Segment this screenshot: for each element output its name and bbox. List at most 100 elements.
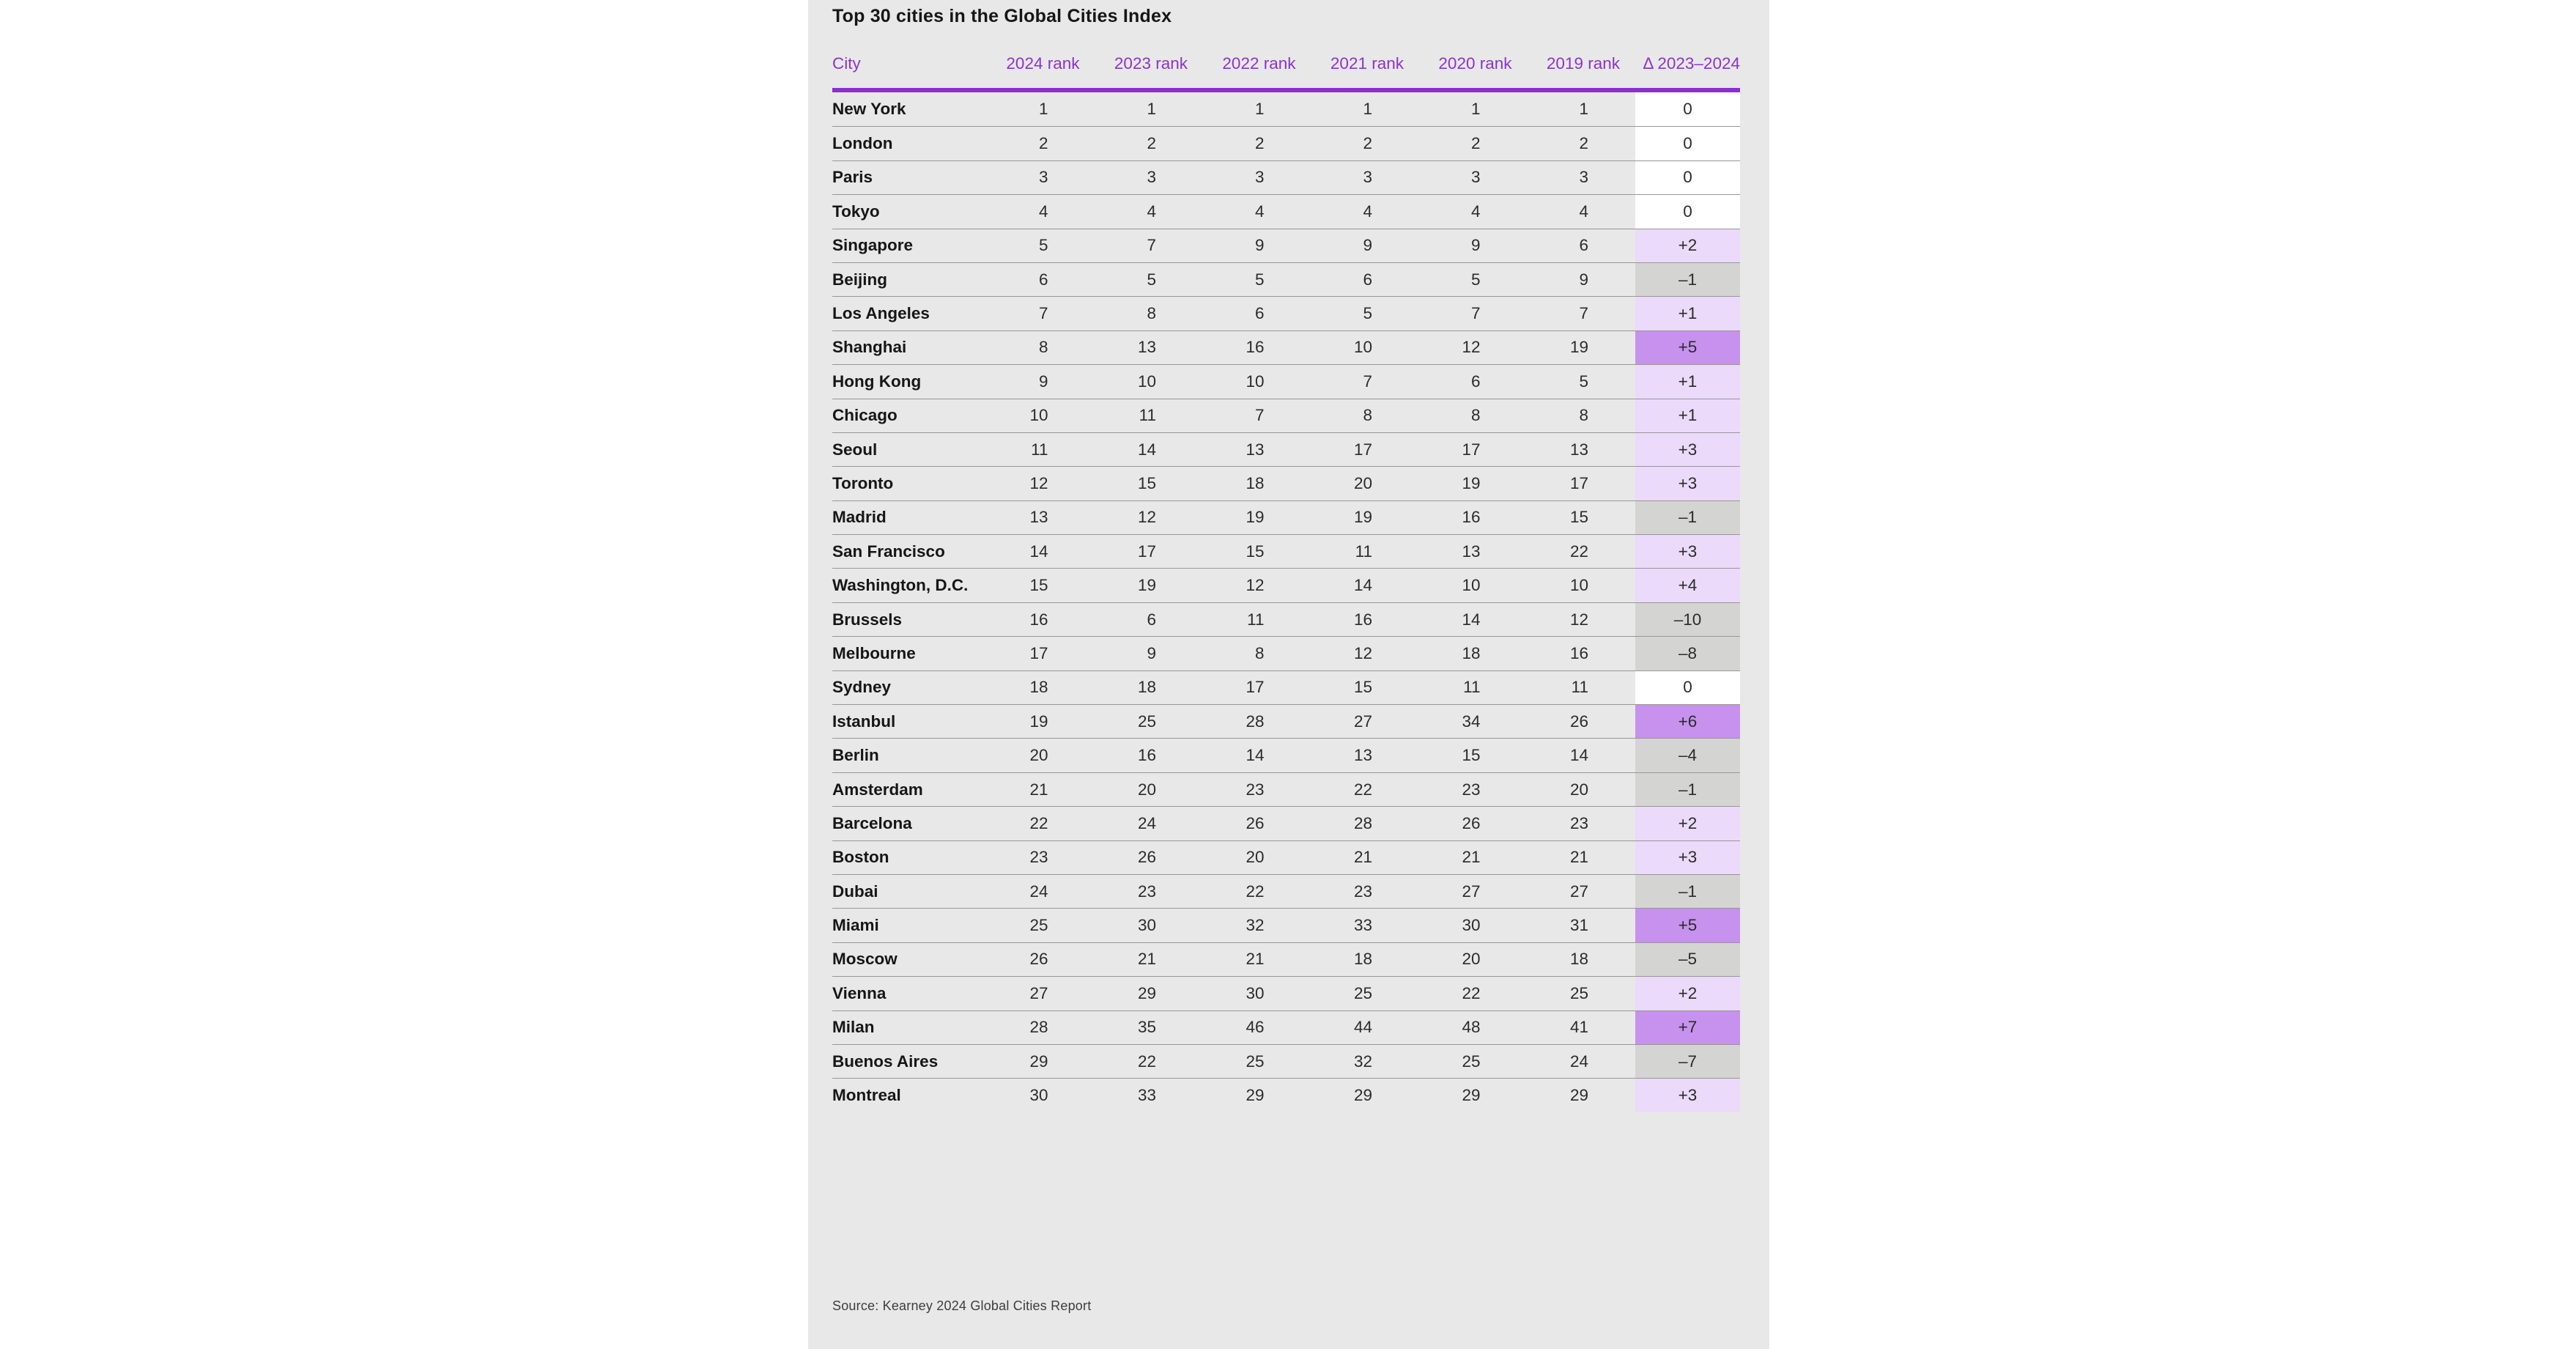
rank-cell: 8 <box>1038 338 1048 357</box>
table-rows: New York 1 1 1 1 1 1 0 London 2 2 2 2 2 2 0 Paris 3 3 3 3 3 3 0… <box>832 92 1740 1112</box>
table-row: Istanbul 19 25 28 27 34 26 +6 <box>832 704 1740 739</box>
city-cell: Hong Kong <box>832 372 922 391</box>
rank-cell: 16 <box>1462 508 1481 527</box>
row-gap <box>1620 773 1635 806</box>
rank-cell: 8 <box>1579 406 1588 425</box>
city-cell: Milan <box>832 1018 875 1037</box>
rank-cell: 3 <box>1147 168 1156 187</box>
row-gap <box>1620 365 1635 398</box>
row-gap <box>1620 92 1635 126</box>
delta-cell: +6 <box>1635 705 1740 739</box>
row-gap <box>1620 1045 1635 1078</box>
rank-cell: 10 <box>1569 576 1588 595</box>
rank-cell: 8 <box>1363 406 1372 425</box>
rank-cell: 3 <box>1254 168 1265 187</box>
rank-cell: 23 <box>1462 780 1481 799</box>
rank-cell: 21 <box>1353 848 1372 867</box>
rank-cell: 15 <box>1353 678 1372 697</box>
delta-cell: –8 <box>1635 637 1740 670</box>
rank-cell: 19 <box>1569 338 1588 357</box>
rank-cell: 14 <box>1353 576 1372 595</box>
rank-cell: 18 <box>1246 473 1265 492</box>
delta-cell: 0 <box>1635 92 1740 127</box>
rank-cell: 10 <box>1246 372 1265 391</box>
delta-cell: –10 <box>1635 602 1740 637</box>
rank-cell: 22 <box>1246 882 1265 901</box>
table-row: Beijing 6 5 5 6 5 9 –1 <box>832 262 1740 297</box>
rank-cell: 16 <box>1029 610 1048 629</box>
table-row: London 2 2 2 2 2 2 0 <box>832 126 1740 160</box>
rank-cell: 28 <box>1353 813 1372 832</box>
row-gap <box>1620 637 1635 670</box>
rank-cell: 3 <box>1038 168 1048 187</box>
row-gap <box>1620 1079 1635 1112</box>
row-gap <box>1620 977 1635 1010</box>
rank-cell: 35 <box>1137 1018 1156 1037</box>
rank-cell: 17 <box>1246 678 1265 697</box>
column-header-rank: 2019 rank <box>1546 54 1620 73</box>
rank-cell: 32 <box>1353 1052 1372 1071</box>
rank-cell: 30 <box>1462 916 1481 935</box>
row-gap <box>1620 331 1635 364</box>
column-header-rank: 2022 rank <box>1222 54 1296 73</box>
rank-cell: 33 <box>1353 916 1372 935</box>
table-title: Top 30 cities in the Global Cities Index <box>832 6 1172 26</box>
rank-cell: 20 <box>1462 950 1481 969</box>
rank-cell: 1 <box>1579 100 1588 119</box>
rank-cell: 9 <box>1147 643 1156 662</box>
delta-cell: 0 <box>1635 160 1740 195</box>
rank-cell: 21 <box>1462 848 1481 867</box>
rank-cell: 8 <box>1147 304 1156 323</box>
rank-cell: 5 <box>1363 304 1372 323</box>
city-cell: Istanbul <box>832 712 896 731</box>
rank-cell: 26 <box>1462 813 1481 832</box>
table-row: San Francisco 14 17 15 11 13 22 +3 <box>832 534 1740 569</box>
table-row: Dubai 24 23 22 23 27 27 –1 <box>832 873 1740 909</box>
delta-cell: +2 <box>1635 807 1740 840</box>
city-cell: Shanghai <box>832 338 907 357</box>
city-cell: Moscow <box>832 950 897 969</box>
city-cell: Washington, D.C. <box>832 576 969 595</box>
table-row: Chicago 10 11 7 8 8 8 +1 <box>832 398 1740 432</box>
rank-cell: 20 <box>1569 780 1588 799</box>
city-cell: Boston <box>832 848 889 867</box>
delta-cell: +3 <box>1635 467 1740 500</box>
delta-cell: +3 <box>1635 535 1740 569</box>
rank-cell: 3 <box>1579 168 1588 187</box>
rank-cell: 2 <box>1254 134 1265 153</box>
rank-cell: 19 <box>1462 473 1481 492</box>
rank-cell: 15 <box>1029 576 1048 595</box>
table-row: Barcelona 22 24 26 28 26 23 +2 <box>832 806 1740 840</box>
rank-cell: 27 <box>1462 882 1481 901</box>
table-row: Singapore 5 7 9 9 9 6 +2 <box>832 228 1740 262</box>
table-row: Buenos Aires 29 22 25 32 25 24 –7 <box>832 1043 1740 1079</box>
row-gap <box>1620 535 1635 568</box>
rank-cell: 15 <box>1569 508 1588 527</box>
rank-cell: 4 <box>1038 202 1048 221</box>
column-header-rank: 2021 rank <box>1330 54 1404 73</box>
rank-cell: 29 <box>1462 1086 1481 1105</box>
rank-cell: 8 <box>1470 406 1481 425</box>
row-gap <box>1620 909 1635 942</box>
delta-cell: –1 <box>1635 772 1740 807</box>
rank-cell: 20 <box>1029 746 1048 765</box>
rank-cell: 23 <box>1246 780 1265 799</box>
table-row: Tokyo 4 4 4 4 4 4 0 <box>832 194 1740 229</box>
rank-cell: 6 <box>1038 270 1048 289</box>
city-cell: Berlin <box>832 746 879 765</box>
rank-cell: 18 <box>1137 678 1156 697</box>
city-cell: Vienna <box>832 983 887 1002</box>
rank-cell: 18 <box>1029 678 1048 697</box>
rank-cell: 2 <box>1147 134 1156 153</box>
rank-cell: 18 <box>1353 950 1372 969</box>
rank-cell: 16 <box>1353 610 1372 629</box>
city-cell: Seoul <box>832 440 878 459</box>
rank-cell: 7 <box>1254 406 1265 425</box>
rank-cell: 1 <box>1147 100 1156 119</box>
rank-cell: 16 <box>1246 338 1265 357</box>
column-header-rank: 2020 rank <box>1438 54 1512 73</box>
row-gap <box>1620 569 1635 602</box>
table-row: Madrid 13 12 19 19 16 15 –1 <box>832 500 1740 535</box>
rank-cell: 12 <box>1353 643 1372 662</box>
source-note: Source: Kearney 2024 Global Cities Repor… <box>832 1298 1092 1313</box>
